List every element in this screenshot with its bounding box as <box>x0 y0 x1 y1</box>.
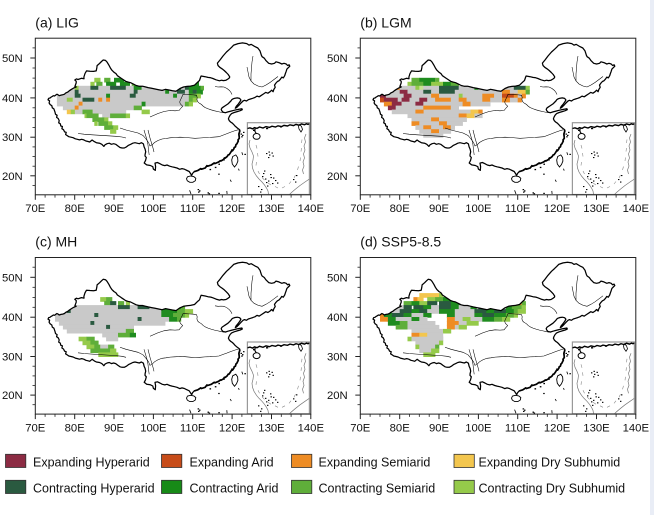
svg-text:30N: 30N <box>2 132 23 144</box>
svg-text:80E: 80E <box>65 203 86 215</box>
svg-text:70E: 70E <box>350 203 371 215</box>
svg-text:130E: 130E <box>258 422 285 434</box>
svg-text:(b) LGM: (b) LGM <box>360 14 411 30</box>
svg-text:Contracting Hyperarid: Contracting Hyperarid <box>33 482 155 496</box>
svg-text:30N: 30N <box>327 132 348 144</box>
svg-text:120E: 120E <box>544 203 571 215</box>
svg-text:140E: 140E <box>298 203 325 215</box>
svg-text:50N: 50N <box>327 272 348 284</box>
svg-text:40N: 40N <box>2 93 23 105</box>
svg-text:40N: 40N <box>327 93 348 105</box>
svg-text:40N: 40N <box>327 312 348 324</box>
svg-text:130E: 130E <box>583 422 610 434</box>
svg-text:Contracting Semiarid: Contracting Semiarid <box>319 482 436 496</box>
svg-text:70E: 70E <box>350 422 371 434</box>
svg-text:140E: 140E <box>298 422 325 434</box>
svg-text:50N: 50N <box>2 53 23 65</box>
svg-text:130E: 130E <box>258 203 285 215</box>
svg-text:(a) LIG: (a) LIG <box>35 14 79 30</box>
svg-text:20N: 20N <box>327 390 348 402</box>
svg-text:140E: 140E <box>623 203 650 215</box>
svg-text:Expanding Semiarid: Expanding Semiarid <box>319 456 431 470</box>
svg-text:50N: 50N <box>327 53 348 65</box>
svg-text:90E: 90E <box>429 422 450 434</box>
svg-text:Expanding Hyperarid: Expanding Hyperarid <box>33 456 150 470</box>
svg-text:120E: 120E <box>219 422 246 434</box>
svg-text:110E: 110E <box>505 203 531 215</box>
svg-text:(c) MH: (c) MH <box>35 234 77 250</box>
svg-text:80E: 80E <box>65 422 86 434</box>
svg-text:140E: 140E <box>623 422 650 434</box>
svg-text:20N: 20N <box>327 171 348 183</box>
svg-text:Expanding Dry Subhumid: Expanding Dry Subhumid <box>479 456 621 470</box>
svg-text:110E: 110E <box>180 203 206 215</box>
svg-text:100E: 100E <box>465 422 492 434</box>
svg-text:20N: 20N <box>2 171 23 183</box>
svg-text:110E: 110E <box>505 422 531 434</box>
svg-text:30N: 30N <box>327 352 348 364</box>
svg-text:100E: 100E <box>465 203 492 215</box>
svg-text:90E: 90E <box>104 422 125 434</box>
svg-text:80E: 80E <box>390 422 411 434</box>
svg-text:130E: 130E <box>583 203 610 215</box>
svg-text:100E: 100E <box>140 422 167 434</box>
svg-text:110E: 110E <box>180 422 206 434</box>
svg-text:Expanding Arid: Expanding Arid <box>190 456 274 470</box>
svg-text:40N: 40N <box>2 312 23 324</box>
svg-text:70E: 70E <box>25 422 46 434</box>
svg-text:120E: 120E <box>219 203 246 215</box>
svg-text:120E: 120E <box>544 422 571 434</box>
svg-text:50N: 50N <box>2 272 23 284</box>
svg-text:30N: 30N <box>2 352 23 364</box>
svg-text:90E: 90E <box>104 203 125 215</box>
svg-text:100E: 100E <box>140 203 167 215</box>
svg-text:20N: 20N <box>2 390 23 402</box>
svg-text:Contracting Arid: Contracting Arid <box>190 482 279 496</box>
svg-text:90E: 90E <box>429 203 450 215</box>
svg-text:70E: 70E <box>25 203 46 215</box>
svg-text:80E: 80E <box>390 203 411 215</box>
svg-text:(d) SSP5-8.5: (d) SSP5-8.5 <box>360 234 441 250</box>
svg-text:Contracting Dry Subhumid: Contracting Dry Subhumid <box>479 482 626 496</box>
